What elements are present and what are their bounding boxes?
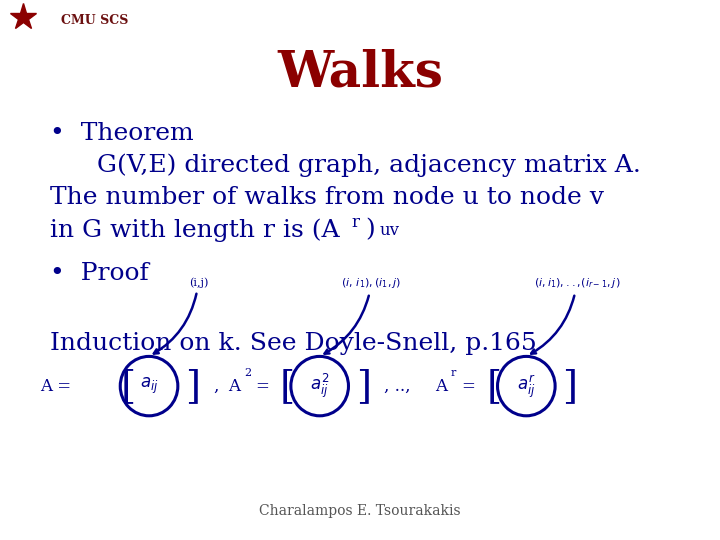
Text: A =: A =: [40, 377, 76, 395]
Text: ]: ]: [562, 368, 577, 404]
Text: •  Theorem: • Theorem: [50, 122, 194, 145]
Text: [: [: [280, 368, 295, 404]
Text: G(V,E) directed graph, adjacency matrix A.: G(V,E) directed graph, adjacency matrix …: [97, 154, 641, 178]
Text: $a_{ij}$: $a_{ij}$: [140, 376, 158, 396]
Text: ]: ]: [185, 368, 200, 404]
Text: r: r: [451, 368, 456, 377]
Text: A: A: [435, 377, 447, 395]
Text: [: [: [487, 368, 502, 404]
Text: [: [: [120, 368, 135, 404]
Text: $a_{ij}^2$: $a_{ij}^2$: [310, 372, 329, 400]
Text: (i,j): (i,j): [154, 278, 208, 354]
Text: Induction on k. See Doyle-Snell, p.165: Induction on k. See Doyle-Snell, p.165: [50, 332, 537, 355]
Text: =: =: [462, 377, 482, 395]
Text: in G with length r is (A: in G with length r is (A: [50, 219, 340, 242]
Text: Charalampos E. Tsourakakis: Charalampos E. Tsourakakis: [259, 504, 461, 518]
Text: ): ): [365, 219, 375, 242]
Text: Walks: Walks: [277, 49, 443, 98]
Text: 2: 2: [244, 368, 251, 377]
Text: A: A: [228, 377, 240, 395]
Text: $a_{ij}^r$: $a_{ij}^r$: [517, 373, 536, 400]
Text: r: r: [351, 214, 359, 231]
Text: =: =: [256, 377, 275, 395]
Text: The number of walks from node u to node v: The number of walks from node u to node …: [50, 186, 604, 210]
Text: $(i,\,i_1),(i_1,j)$: $(i,\,i_1),(i_1,j)$: [325, 276, 402, 354]
Text: ,: ,: [214, 377, 219, 395]
Text: uv: uv: [379, 222, 400, 239]
Text: $(i,i_1),..,\!(i_{r-1},j)$: $(i,i_1),..,\!(i_{r-1},j)$: [531, 276, 620, 354]
Text: , ..,: , ..,: [384, 377, 416, 395]
Text: ]: ]: [356, 368, 371, 404]
Text: CMU SCS: CMU SCS: [61, 14, 129, 26]
Text: •  Proof: • Proof: [50, 262, 149, 285]
